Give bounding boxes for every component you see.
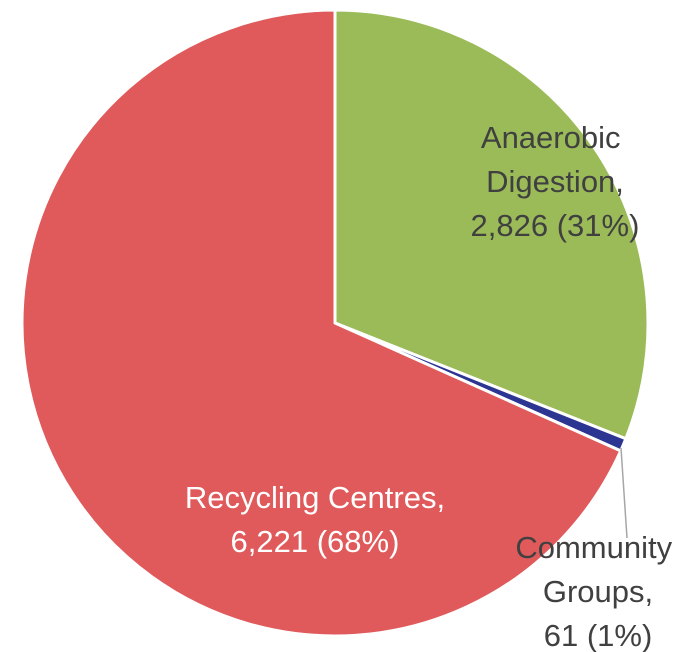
value-label: 6,221 (68%) bbox=[231, 524, 400, 559]
slices bbox=[20, 8, 650, 638]
value-label: 61 (1%) bbox=[544, 618, 653, 652]
leader-line bbox=[620, 447, 628, 539]
pie-slice bbox=[20, 8, 623, 638]
value-label: 2,826 (31%) bbox=[471, 208, 640, 243]
slice-label: Anaerobic Digestion, bbox=[481, 120, 629, 199]
slice-label: Community Groups, bbox=[515, 530, 680, 609]
pie-slice bbox=[333, 8, 650, 441]
slice-label: Recycling Centres, bbox=[185, 480, 445, 515]
